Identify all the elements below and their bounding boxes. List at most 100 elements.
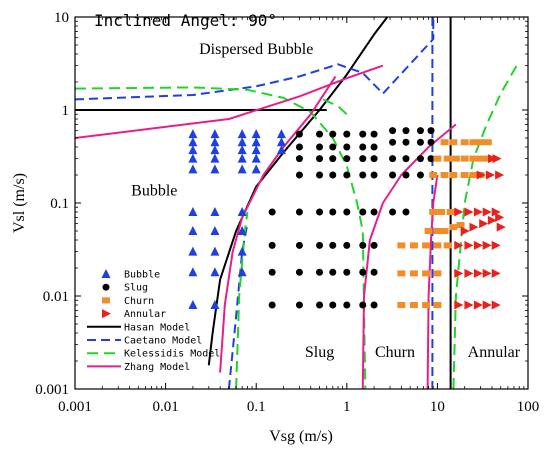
churn-point	[433, 227, 442, 234]
bubble-point	[251, 137, 261, 147]
churn-point	[429, 209, 438, 216]
slug-point	[370, 301, 378, 309]
churn-point	[446, 209, 455, 216]
churn-point	[469, 172, 478, 179]
churn-point	[483, 139, 492, 146]
slug-point	[329, 155, 337, 163]
annular-point	[469, 222, 479, 232]
slug-point	[359, 171, 367, 179]
slug-point	[370, 130, 378, 138]
bubble-point	[188, 129, 198, 139]
churn-point	[460, 139, 469, 146]
annular-point	[473, 268, 483, 278]
slug-point	[316, 155, 324, 163]
y-axis-label: Vsl (m/s)	[11, 173, 28, 233]
slug-point	[389, 155, 397, 163]
annular-point	[454, 207, 464, 217]
churn-point	[437, 209, 446, 216]
slug-point	[316, 241, 324, 249]
slug-point	[316, 171, 324, 179]
legend-swatch-slug	[102, 283, 110, 291]
churn-point	[449, 224, 458, 231]
legend-label: Churn	[124, 296, 154, 307]
churn-point	[483, 155, 492, 162]
churn-point	[449, 172, 458, 179]
bubble-point	[188, 153, 198, 163]
bubble-point	[251, 153, 261, 163]
churn-point	[460, 155, 469, 162]
slug-point	[295, 155, 303, 163]
bubble-point	[251, 164, 261, 174]
legend-item-zhang-model: Zhang Model	[87, 362, 190, 373]
slug-point	[343, 143, 351, 151]
y-tick-label: 0.01	[43, 289, 69, 305]
churn-point	[440, 139, 449, 146]
churn-point	[469, 155, 478, 162]
slug-point	[329, 301, 337, 309]
bubble-point	[188, 207, 198, 217]
annular-point	[473, 207, 483, 217]
churn-point	[397, 302, 406, 309]
region-label-slug: Slug	[305, 344, 334, 361]
slug-point	[427, 138, 435, 146]
bubble-point	[210, 207, 220, 217]
legend-label: Annular	[124, 309, 166, 320]
bubble-point	[237, 129, 247, 139]
region-labels: Dispersed Bubble Bubble Slug Churn Annular	[131, 41, 521, 361]
bubble-point	[210, 153, 220, 163]
annular-point	[485, 170, 495, 180]
slug-point	[416, 155, 424, 163]
slug-point	[295, 171, 303, 179]
legend-swatch-bubble	[101, 269, 111, 278]
churn-point	[440, 172, 449, 179]
bubble-point	[276, 129, 286, 139]
kelessidis-model-line	[235, 211, 249, 389]
x-tick-label: 100	[517, 399, 540, 415]
churn-point	[409, 242, 418, 249]
slug-point	[359, 268, 367, 276]
bubble-point	[188, 137, 198, 147]
x-tick-label: 0.01	[152, 399, 178, 415]
legend-label: Kelessidis Model	[124, 349, 220, 360]
slug-point	[316, 208, 324, 216]
slug-point	[329, 208, 337, 216]
annular-point	[454, 240, 464, 250]
churn-point	[476, 139, 485, 146]
annular-point	[464, 300, 474, 310]
bubble-point	[237, 153, 247, 163]
churn-point	[429, 172, 438, 179]
zhang-model-line	[219, 75, 337, 373]
region-label-churn: Churn	[375, 344, 415, 361]
region-label-bubble: Bubble	[131, 183, 177, 200]
slug-point	[295, 143, 303, 151]
y-tick-label: 0.001	[35, 382, 69, 398]
churn-point	[451, 155, 460, 162]
bubble-point	[251, 145, 261, 155]
annular-point	[460, 226, 470, 236]
slug-point	[329, 143, 337, 151]
slug-point	[268, 268, 276, 276]
x-tick-label: 10	[430, 399, 445, 415]
bubble-point	[188, 267, 198, 277]
slug-point	[427, 155, 435, 163]
churn-point	[409, 270, 418, 277]
y-tick-label: 0.1	[50, 196, 69, 212]
region-label-annular: Annular	[468, 344, 521, 361]
slug-point	[359, 143, 367, 151]
zhang-model-line	[75, 64, 384, 139]
plot-area	[75, 17, 518, 389]
slug-point	[316, 301, 324, 309]
slug-point	[343, 155, 351, 163]
slug-point	[402, 171, 410, 179]
bubble-point	[237, 145, 247, 155]
churn-point	[433, 302, 442, 309]
slug-point	[316, 130, 324, 138]
bubble-point	[237, 246, 247, 256]
bubble-point	[237, 164, 247, 174]
annular-point	[491, 268, 501, 278]
annular-point	[479, 219, 489, 229]
bubble-point	[251, 129, 261, 139]
y-tick-label: 1	[62, 103, 70, 119]
slug-point	[389, 127, 397, 135]
bubble-point	[188, 145, 198, 155]
